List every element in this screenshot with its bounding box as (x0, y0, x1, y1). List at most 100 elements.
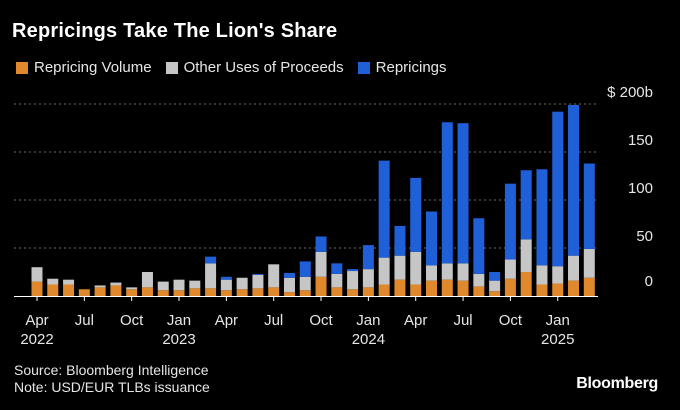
x-tick-label: Apr (25, 312, 48, 329)
bar-segment-repricing-volume (205, 288, 217, 296)
bar-segment-other-uses (189, 280, 201, 289)
bar-segment-repricing-volume (457, 280, 469, 296)
bar-segment-repricing-volume (94, 287, 106, 296)
bar-segment-other-uses (520, 239, 532, 272)
source-text: Source: Bloomberg Intelligence (14, 362, 209, 378)
bar-segment-other-uses (536, 265, 548, 285)
bar-segment-other-uses (426, 265, 437, 281)
bar-segment-repricing-volume (173, 290, 185, 296)
bar-segment-repricings (457, 123, 469, 264)
bar-segment-repricing-volume (441, 279, 453, 296)
bar-segment-other-uses (47, 278, 59, 285)
legend-label-other-uses: Other Uses of Proceeds (183, 59, 344, 76)
bar-segment-other-uses (552, 266, 564, 284)
bar-segment-repricings (394, 225, 406, 256)
x-tick-label: Apr (404, 312, 427, 329)
x-tick-label: Jan (546, 312, 570, 329)
legend-item-repricings: Repricings (357, 59, 447, 76)
bloomberg-logo: Bloomberg (576, 375, 658, 392)
bar-segment-repricing-volume (126, 289, 138, 296)
x-tick-label: Jul (75, 312, 94, 329)
bar-segment-repricing-volume (315, 276, 327, 296)
bar-segment-repricing-volume (426, 280, 437, 296)
legend: Repricing Volume Other Uses of Proceeds … (16, 59, 461, 76)
x-tick-label: Oct (499, 312, 523, 329)
bar-segment-other-uses (63, 279, 75, 285)
bar-segment-repricing-volume (268, 287, 280, 296)
bar-segment-repricings (205, 256, 217, 264)
bar-segment-repricing-volume (299, 290, 311, 296)
legend-swatch-other-uses (165, 61, 178, 74)
bar-segment-repricing-volume (552, 283, 564, 296)
bar-segment-repricing-volume (331, 287, 343, 296)
bar-segment-repricings (252, 273, 264, 275)
bar-segment-other-uses (394, 255, 406, 280)
bar-segment-other-uses (504, 259, 516, 279)
legend-label-repricing-volume: Repricing Volume (34, 59, 152, 76)
bar-segment-repricing-volume (283, 292, 295, 296)
bar-segment-repricing-volume (520, 272, 532, 296)
bar-segment-repricing-volume (583, 277, 595, 296)
x-tick-label: Jul (453, 312, 472, 329)
legend-swatch-repricings (357, 61, 370, 74)
bar-segment-repricings (315, 236, 327, 252)
gridlines (14, 103, 598, 249)
bar-segment-other-uses (157, 281, 169, 291)
bar-segment-repricing-volume (236, 289, 248, 296)
bar-segment-other-uses (236, 277, 248, 290)
bar-segment-repricings (473, 218, 485, 274)
bar-segment-repricings (489, 272, 501, 281)
source-notes: Source: Bloomberg Intelligence Note: USD… (14, 362, 210, 396)
bar-segment-repricing-volume (31, 281, 43, 296)
bar-segment-other-uses (31, 267, 43, 282)
y-tick-label: 150 (628, 132, 653, 149)
x-tick-label: Jan (356, 312, 380, 329)
x-tick-year-label: 2024 (352, 331, 385, 348)
bar-segment-repricing-volume (141, 287, 153, 296)
bar-segment-repricing-volume (362, 287, 374, 296)
bar-segment-other-uses (583, 248, 595, 278)
bar-segment-other-uses (315, 251, 327, 277)
bar-segment-other-uses (283, 277, 295, 293)
bar-segment-other-uses (205, 263, 217, 289)
bar-segment-other-uses (94, 285, 106, 288)
bar-segment-other-uses (457, 263, 469, 281)
bar-segment-repricing-volume (157, 290, 169, 296)
bar-segment-repricing-volume (536, 284, 548, 296)
bar-segment-repricings (536, 169, 548, 266)
bar-segment-other-uses (252, 274, 264, 289)
bar-segment-repricing-volume (347, 289, 359, 296)
y-axis: 0 50 100 150 $ 200b (607, 84, 653, 290)
bar-segment-repricings (520, 170, 532, 240)
bar-segment-repricings (220, 276, 232, 280)
bar-segment-other-uses (473, 273, 485, 287)
chart-plot: 0 50 100 150 $ 200b Apr 2022 Jul Oct Jan 2023 Apr J… (14, 84, 653, 348)
x-tick-label: Oct (120, 312, 144, 329)
bar-segment-repricing-volume (410, 284, 422, 296)
bar-segment-repricing-volume (504, 278, 516, 296)
bar-segment-repricing-volume (110, 285, 122, 296)
bar-segment-other-uses (489, 280, 501, 292)
bar-segment-repricing-volume (473, 286, 485, 296)
y-tick-label: 100 (628, 180, 653, 197)
bar-segment-repricings (426, 211, 437, 266)
bars (31, 104, 595, 296)
bar-segment-other-uses (362, 269, 374, 288)
bar-segment-repricings (552, 111, 564, 267)
bar-segment-other-uses (110, 282, 122, 286)
bar-segment-repricing-volume (568, 280, 580, 296)
bar-segment-repricing-volume (378, 284, 390, 296)
x-tick-label: Oct (309, 312, 333, 329)
bar-segment-repricings (362, 245, 374, 270)
bar-segment-repricings (583, 163, 595, 249)
x-tick-year-label: 2023 (162, 331, 195, 348)
x-tick-year-label: 2022 (20, 331, 53, 348)
bar-segment-other-uses (568, 255, 580, 281)
bar-segment-repricing-volume (394, 279, 406, 296)
y-tick-label: 50 (636, 228, 653, 245)
note-text: Note: USD/EUR TLBs issuance (14, 379, 210, 395)
bar-segment-repricings (568, 104, 580, 256)
bar-segment-repricings (283, 272, 295, 278)
bar-segment-repricings (331, 263, 343, 274)
legend-item-other-uses: Other Uses of Proceeds (165, 59, 344, 76)
